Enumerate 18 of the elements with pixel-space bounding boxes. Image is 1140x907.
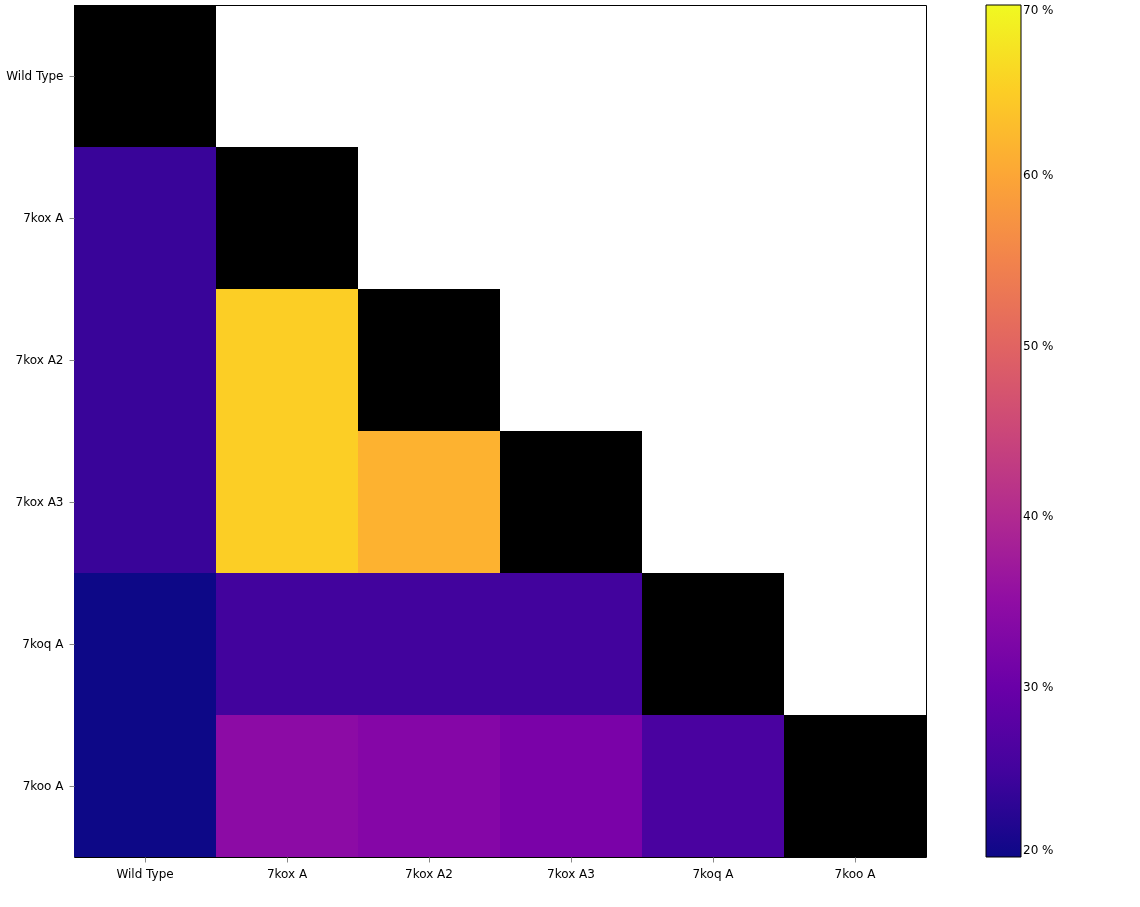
y-tick-label: 7kox A bbox=[23, 211, 65, 225]
color-bar-label: 40 % bbox=[1023, 509, 1054, 524]
y-tick-label: 7kox A2 bbox=[15, 353, 64, 367]
color-bar-label: 60 % bbox=[1023, 168, 1054, 183]
color-bar-label: 50 % bbox=[1023, 338, 1054, 353]
color-bar-label: 70 % bbox=[1023, 3, 1054, 17]
x-tick-label: 7koq A bbox=[692, 866, 735, 881]
y-tick-label: 7kox A3 bbox=[15, 495, 64, 509]
y-tick-label: 7koq A bbox=[22, 637, 65, 651]
y-tick-label: Wild Type bbox=[6, 69, 64, 83]
x-tick-label: Wild Type bbox=[116, 866, 174, 881]
y-tick-label: 7koo A bbox=[22, 779, 65, 793]
color-bar-label: 20 % bbox=[1023, 843, 1054, 857]
color-bar-label: 30 % bbox=[1023, 679, 1054, 694]
x-tick-label: 7koo A bbox=[834, 866, 877, 881]
x-tick-label: 7kox A3 bbox=[547, 866, 595, 881]
x-tick-label: 7kox A2 bbox=[405, 866, 453, 881]
x-tick-label: 7kox A bbox=[266, 866, 308, 881]
